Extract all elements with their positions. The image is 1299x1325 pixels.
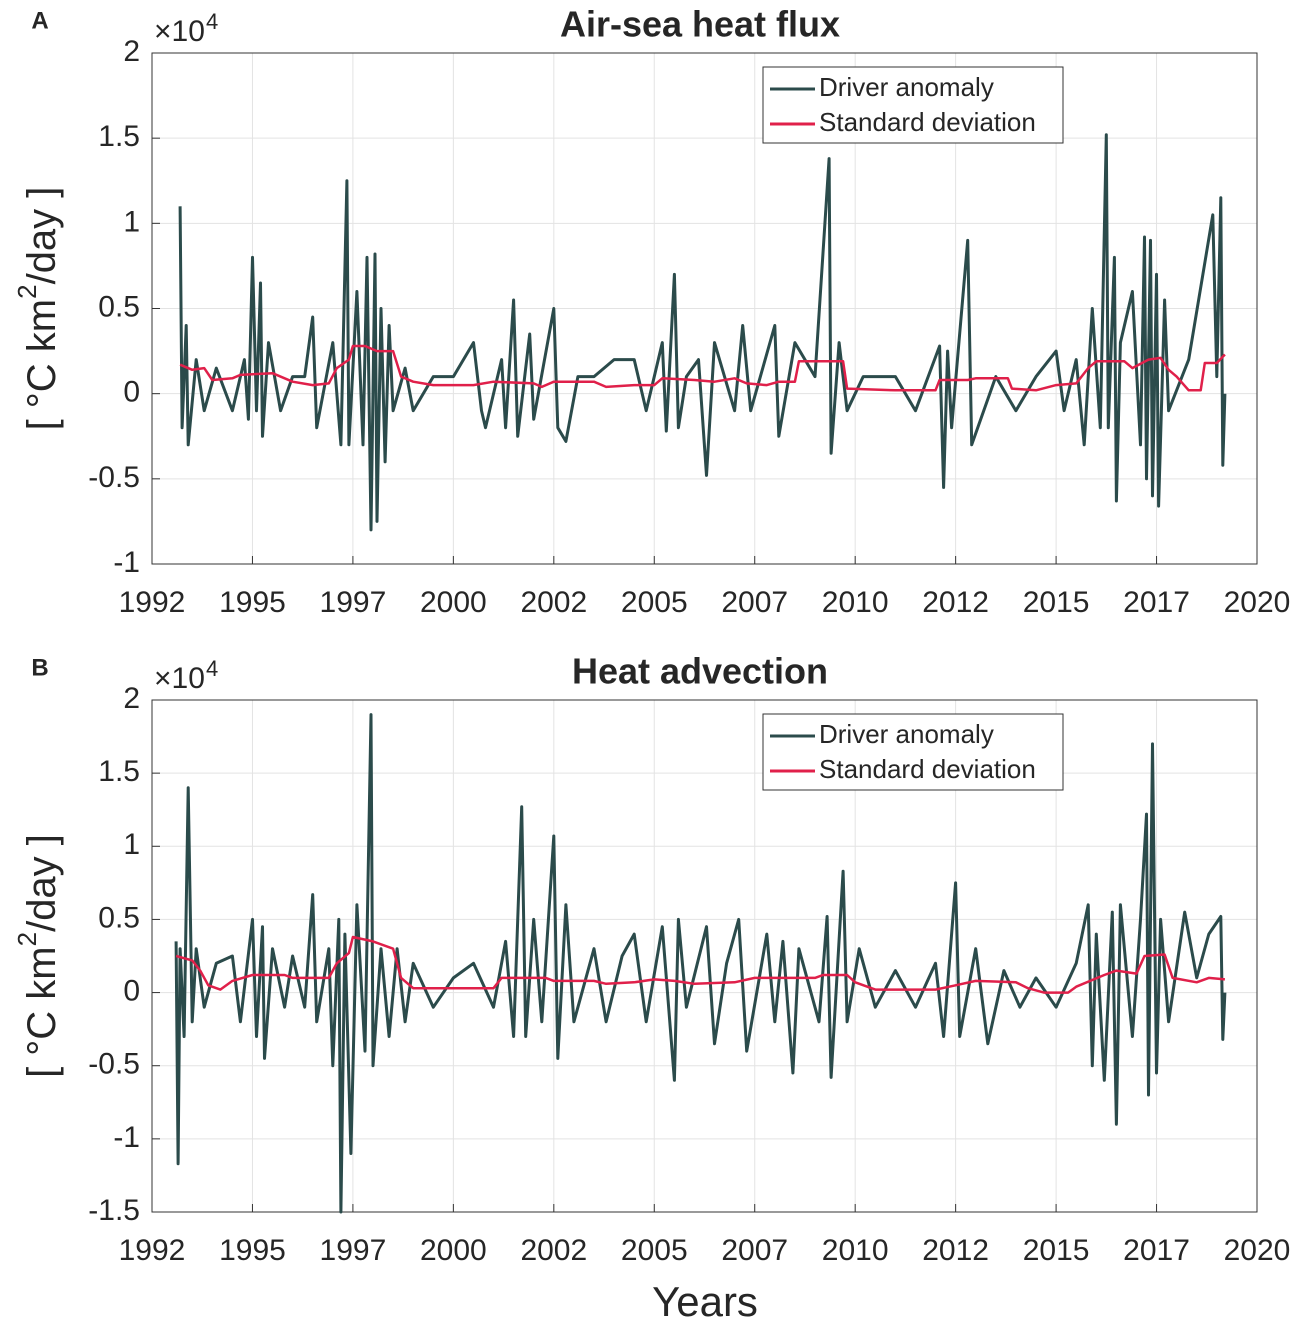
chart-title: Heat advection — [572, 651, 828, 692]
x-tick-label: 2012 — [922, 1234, 989, 1267]
y-tick-label: 0 — [123, 974, 140, 1007]
y-tick-label: 2 — [123, 35, 140, 68]
y-tick-label: 0 — [123, 376, 140, 409]
legend-box — [762, 713, 1064, 791]
plot-frame — [151, 699, 1258, 1213]
chart-title: Air-sea heat flux — [560, 4, 840, 45]
x-tick-label: 2020 — [1224, 586, 1291, 619]
y-tick-label: 1.5 — [98, 120, 140, 153]
y-axis-label: [ °C km2/day ] — [12, 187, 64, 431]
y-tick-label: 0.5 — [98, 901, 140, 934]
y-exponent: 4 — [206, 9, 218, 34]
y-axis-label-part: /day ] — [20, 834, 64, 932]
x-tick-label: 2020 — [1224, 1234, 1291, 1267]
x-tick-label: 2002 — [520, 1234, 587, 1267]
y-tick-label: -1 — [113, 1121, 140, 1154]
panel-label: B — [31, 654, 48, 681]
x-tick-label: 1992 — [119, 1234, 186, 1267]
legend-label: Standard deviation — [819, 754, 1036, 784]
x-tick-label: 2017 — [1123, 1234, 1190, 1267]
y-exponent: 4 — [206, 656, 218, 681]
x-tick-label: 2000 — [420, 586, 487, 619]
x-tick-label: 1995 — [219, 1234, 286, 1267]
series-line — [179, 344, 1226, 392]
x-tick-label: 2005 — [621, 1234, 688, 1267]
x-tick-label: 2000 — [420, 1234, 487, 1267]
x-tick-label: 1995 — [219, 586, 286, 619]
x-tick-label: 2015 — [1023, 1234, 1090, 1267]
y-tick-label: 2 — [123, 682, 140, 715]
x-tick-label: 1997 — [320, 586, 387, 619]
x-tick-label: 1992 — [119, 586, 186, 619]
y-tick-label: -1 — [113, 546, 140, 579]
y-tick-label: -0.5 — [88, 1048, 140, 1081]
series-line — [178, 133, 1227, 532]
y-axis-label-part: 2 — [12, 932, 42, 946]
y-tick-label: 1 — [123, 828, 140, 861]
x-tick-label: 2017 — [1123, 586, 1190, 619]
x-tick-label: 2015 — [1023, 586, 1090, 619]
x-tick-label: 2007 — [721, 1234, 788, 1267]
y-axis-label-part: [ °C km — [20, 299, 64, 431]
x-tick-label: 2005 — [621, 586, 688, 619]
y-axis-label-part: 2 — [12, 284, 42, 298]
y-multiplier: ×10 — [154, 15, 205, 48]
y-tick-label: -1.5 — [88, 1194, 140, 1227]
y-axis-label: [ °C km2/day ] — [12, 834, 64, 1078]
y-axis-label-part: [ °C km — [20, 946, 64, 1078]
legend-label: Driver anomaly — [819, 72, 994, 102]
x-tick-label: 2010 — [822, 1234, 889, 1267]
plot-frame — [151, 52, 1258, 565]
series-line — [174, 713, 1227, 1214]
y-axis-label-part: /day ] — [20, 187, 64, 285]
y-tick-label: 1 — [123, 205, 140, 238]
legend-label: Standard deviation — [819, 107, 1036, 137]
panel-label: A — [31, 7, 48, 34]
x-axis-label: Years — [652, 1278, 758, 1325]
y-tick-label: 0.5 — [98, 290, 140, 323]
x-tick-label: 1997 — [320, 1234, 387, 1267]
legend-box — [762, 66, 1064, 144]
x-tick-label: 2012 — [922, 586, 989, 619]
x-tick-label: 2002 — [520, 586, 587, 619]
y-tick-label: 1.5 — [98, 755, 140, 788]
x-tick-label: 2010 — [822, 586, 889, 619]
y-multiplier: ×10 — [154, 662, 205, 695]
x-tick-label: 2007 — [721, 586, 788, 619]
series-line — [175, 935, 1226, 994]
y-tick-label: -0.5 — [88, 461, 140, 494]
legend-label: Driver anomaly — [819, 719, 994, 749]
